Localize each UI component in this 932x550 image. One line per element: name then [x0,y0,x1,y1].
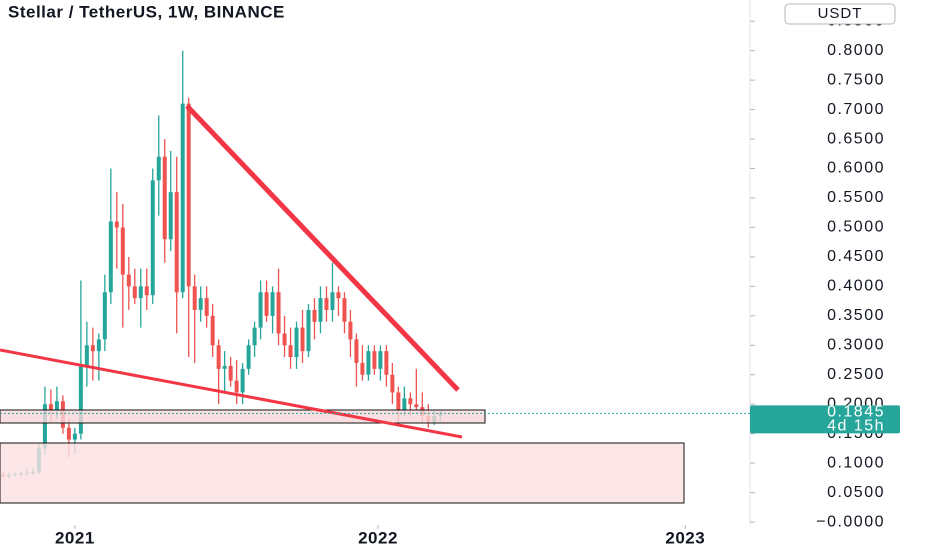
demand-zone [0,442,685,504]
y-tick-label: −0.0000 [816,513,885,530]
candle-body [108,221,113,293]
countdown-label: 4d 15h [827,418,885,435]
candle-body [300,327,305,352]
candle-body [174,192,179,293]
y-tick-label: 0.7000 [827,101,885,118]
candle-body [408,398,413,405]
candle-body [396,392,401,411]
candle-body [84,345,89,366]
candle-body [246,345,251,369]
candle-body [180,103,185,293]
candle-body [102,292,107,340]
y-tick-label: 0.5500 [827,189,885,206]
y-tick-label: 0.3000 [827,337,885,354]
y-tick-label: 0.4000 [827,278,885,295]
chart-title: Stellar / TetherUS, 1W, BINANCE [8,2,285,21]
candle-body [276,292,281,334]
candle-body [126,274,131,287]
candle-body [318,298,323,322]
candle-body [48,404,53,411]
last-price-label: 0.1845 [827,404,885,421]
currency-box[interactable] [784,3,896,25]
currency-label[interactable]: USDT [818,5,863,22]
candle-body [144,286,149,296]
x-tick-label: 2021 [55,528,95,547]
y-tick-label: 0.4500 [827,248,885,265]
candle-body [366,351,371,375]
candle-body [270,292,275,316]
candle-body [264,292,269,316]
y-tick-label: 0.3500 [827,307,885,324]
trend-line [0,348,463,439]
candle-body [282,333,287,346]
candle-body [414,404,419,408]
trend-line [185,104,460,392]
candle-body [66,427,71,440]
y-tick-label: 0.1000 [827,454,885,471]
y-tick-label: 0.8000 [827,42,885,59]
y-tick-label: 0.2500 [827,366,885,383]
candle-body [90,345,95,352]
candle-body [240,368,245,393]
y-tick-label: 0.6500 [827,130,885,147]
candle-body [234,380,239,393]
candle-body [342,298,347,322]
x-tick-label: 2022 [358,528,398,547]
candle-body [96,339,101,352]
candle-body [402,398,407,411]
candle-body [252,327,257,346]
candle-body [228,365,233,381]
candle-body [306,309,311,352]
candle-body [222,365,227,369]
candle-body [258,292,263,328]
last-price-box [750,405,900,434]
y-tick-label: 0.5000 [827,219,885,236]
x-tick-label: 2023 [665,528,705,547]
candle-body [210,315,215,346]
candle-body [324,298,329,310]
candle-body [192,286,197,310]
candle-body [330,292,335,310]
candle-body [216,345,221,369]
candle-body [198,298,203,310]
price-axis: −0.00000.05000.10000.15000.20000.25000.3… [750,12,885,530]
candle-body [348,321,353,340]
y-tick-label: 0.6000 [827,160,885,177]
candle-body [72,433,77,440]
candle-body [384,351,389,375]
candle-body [138,286,143,299]
candle-body [360,362,365,375]
candle-body [186,103,191,287]
candle-body [372,351,377,369]
candle-body [336,292,341,299]
candle-body [390,374,395,393]
candle-body [354,339,359,363]
candle-body [156,156,161,181]
y-tick-label: 0.7500 [827,71,885,88]
candle-body [168,192,173,240]
plot-area [0,50,443,479]
candle-body [204,298,209,316]
candle-body [42,404,47,449]
candle-body [54,401,59,411]
candle-body [132,286,137,299]
support-zone [0,409,486,424]
candle-body [294,327,299,358]
candle-body [114,221,119,228]
candle-body [120,227,125,275]
candle-body [78,365,83,434]
candle-body [150,180,155,296]
candle-body [312,309,317,322]
candle-body [378,351,383,369]
candle-body [162,156,167,240]
y-tick-label: 0.0500 [827,484,885,501]
candle-body [288,345,293,358]
